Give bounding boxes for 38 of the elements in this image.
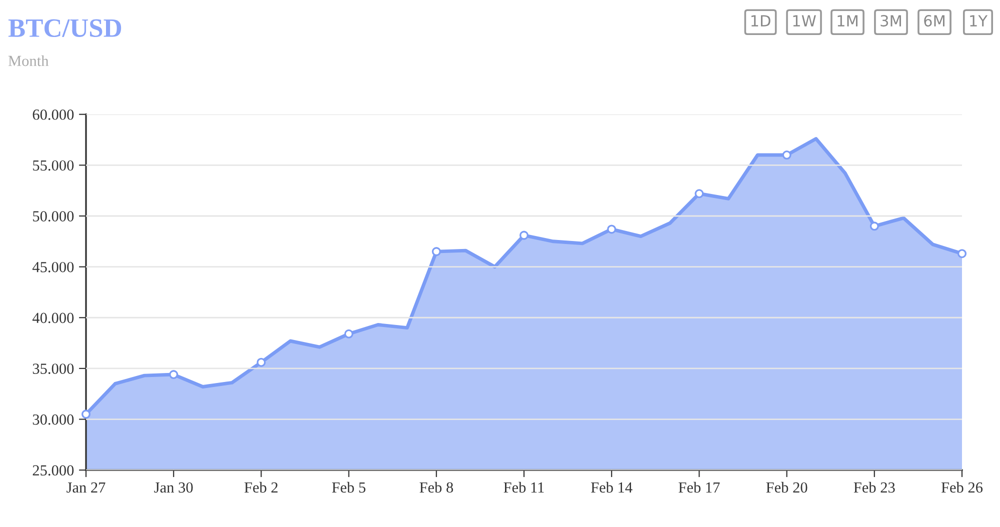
x-tick-label: Feb 11 <box>504 482 544 493</box>
y-tick-label: 60.000 <box>32 110 74 120</box>
y-tick-label: 45.000 <box>32 262 74 272</box>
text: 1M <box>838 15 858 26</box>
y-tick-label: 35.000 <box>32 364 74 374</box>
x-tick-label: Feb 8 <box>420 482 454 493</box>
text: 6M <box>924 15 944 27</box>
point <box>519 230 529 240</box>
x-tick-label: Feb 23 <box>854 482 895 493</box>
x-tick-label: Feb 14 <box>591 482 632 493</box>
y-tick-label: 25.000 <box>32 465 74 476</box>
x-tick-label: Feb 26 <box>941 482 983 493</box>
text: 3M <box>880 15 901 27</box>
x-tick-label: Feb 20 <box>766 482 808 493</box>
text: 1Y <box>970 15 988 26</box>
point <box>870 222 879 231</box>
x-tick-label: Feb 2 <box>244 482 278 493</box>
y-tick-label: 30.000 <box>32 414 74 425</box>
point <box>169 370 178 380</box>
y-tick-label: 55.000 <box>33 160 74 171</box>
point <box>344 329 354 338</box>
chart-subtitle: Month <box>8 55 49 66</box>
point <box>957 249 967 258</box>
point <box>694 189 704 198</box>
x-tick-label: Feb 5 <box>332 482 366 493</box>
point <box>256 358 266 367</box>
point <box>782 150 792 160</box>
y-tick-label: 50.000 <box>33 211 74 222</box>
point <box>432 247 441 256</box>
point <box>607 224 616 234</box>
text: 1D <box>751 15 770 26</box>
point <box>81 410 91 419</box>
x-tick-label: Jan 30 <box>154 482 193 493</box>
chart-title: BTC/USD <box>8 19 122 38</box>
text: 1W <box>793 15 816 26</box>
x-tick-label: Jan 27 <box>66 482 106 493</box>
x-tick-label: Feb 17 <box>678 482 720 493</box>
y-tick-label: 40.000 <box>32 312 74 324</box>
